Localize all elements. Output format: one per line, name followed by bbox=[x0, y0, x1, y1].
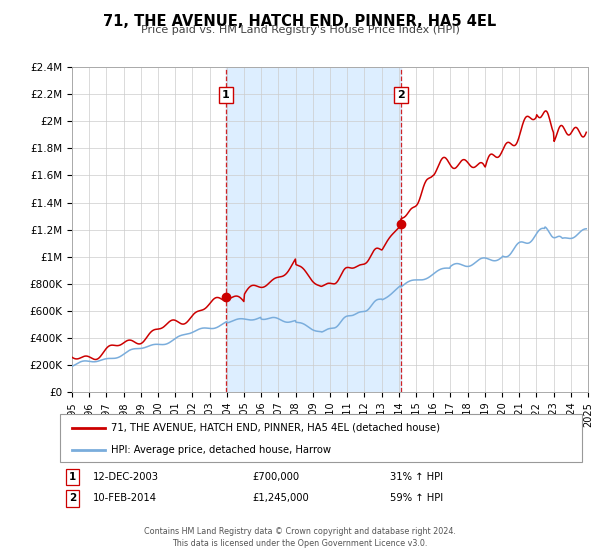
Text: 1: 1 bbox=[69, 472, 76, 482]
Text: 1: 1 bbox=[222, 90, 230, 100]
Text: HPI: Average price, detached house, Harrow: HPI: Average price, detached house, Harr… bbox=[111, 445, 331, 455]
Text: 2: 2 bbox=[397, 90, 405, 100]
Text: 31% ↑ HPI: 31% ↑ HPI bbox=[390, 472, 443, 482]
Text: 2: 2 bbox=[69, 493, 76, 503]
Text: 71, THE AVENUE, HATCH END, PINNER, HA5 4EL (detached house): 71, THE AVENUE, HATCH END, PINNER, HA5 4… bbox=[111, 423, 440, 433]
Text: 10-FEB-2014: 10-FEB-2014 bbox=[93, 493, 157, 503]
Bar bbox=[226, 67, 401, 392]
Text: Price paid vs. HM Land Registry's House Price Index (HPI): Price paid vs. HM Land Registry's House … bbox=[140, 25, 460, 35]
Text: Contains HM Land Registry data © Crown copyright and database right 2024.: Contains HM Land Registry data © Crown c… bbox=[144, 528, 456, 536]
Text: 59% ↑ HPI: 59% ↑ HPI bbox=[390, 493, 443, 503]
Text: £700,000: £700,000 bbox=[252, 472, 299, 482]
Text: This data is licensed under the Open Government Licence v3.0.: This data is licensed under the Open Gov… bbox=[172, 539, 428, 548]
Text: 12-DEC-2003: 12-DEC-2003 bbox=[93, 472, 159, 482]
Text: £1,245,000: £1,245,000 bbox=[252, 493, 309, 503]
Text: 71, THE AVENUE, HATCH END, PINNER, HA5 4EL: 71, THE AVENUE, HATCH END, PINNER, HA5 4… bbox=[103, 14, 497, 29]
